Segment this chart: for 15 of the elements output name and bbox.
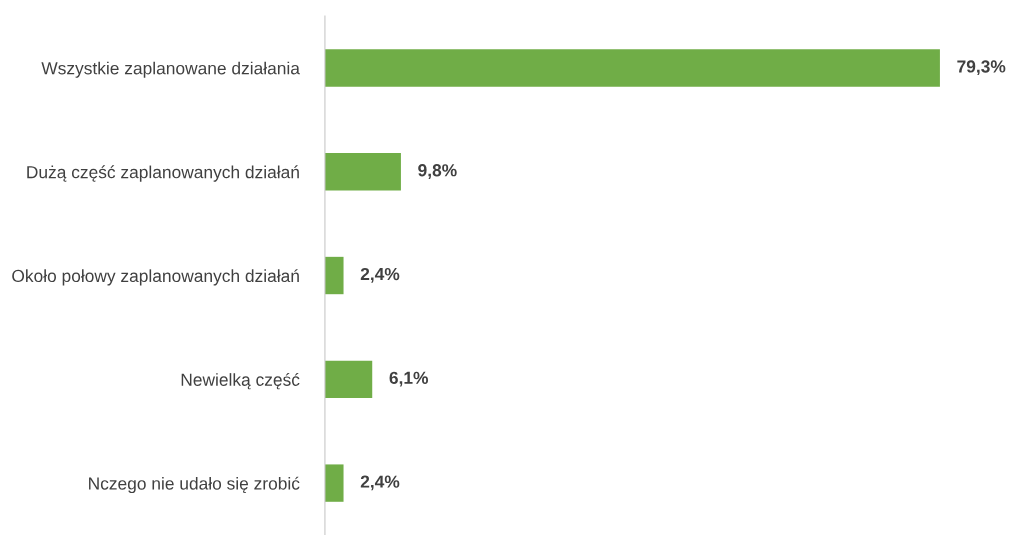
bar (324, 464, 344, 502)
data-label: 6,1% (389, 371, 429, 387)
y-tick-label: Newielką część (181, 372, 300, 390)
bar (324, 153, 401, 191)
bar (324, 256, 344, 295)
y-tick-label: Około połowy zaplanowanych działań (12, 269, 299, 286)
bar (324, 360, 373, 398)
data-label: 9,8% (418, 164, 457, 179)
data-label: 79,3% (957, 60, 1006, 76)
bar (324, 49, 940, 87)
data-label: 2,4% (360, 475, 400, 491)
data-label: 2,4% (360, 267, 400, 283)
y-tick-label: Wszystkie zaplanowane działania (41, 61, 300, 78)
y-tick-label: Dużą część zaplanowanych działań (27, 165, 299, 182)
y-tick-label: Nczego nie udało się zrobić (89, 476, 300, 494)
